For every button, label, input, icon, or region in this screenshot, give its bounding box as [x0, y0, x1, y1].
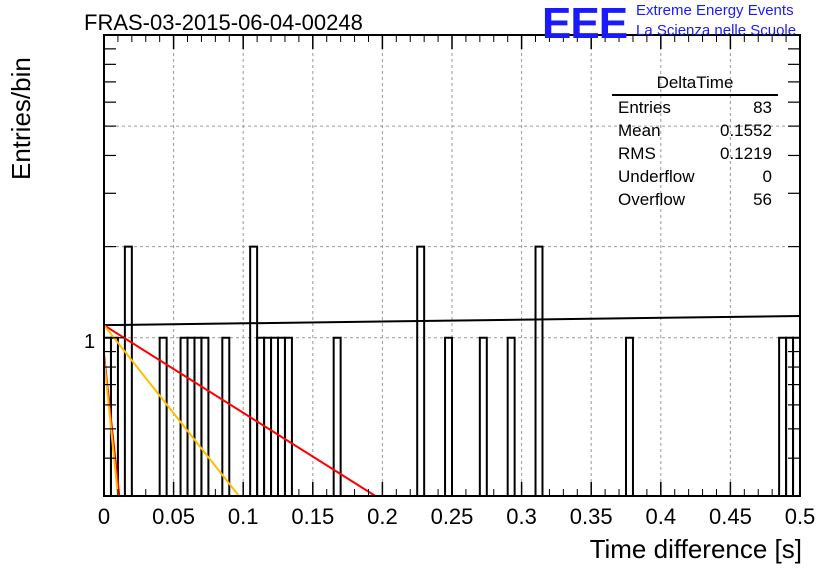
logo-line-2: La Scienza nelle Scuole: [636, 22, 797, 39]
histogram-bar: [792, 336, 801, 496]
histogram-bar: [625, 336, 634, 496]
x-tick-label: 0.05: [152, 504, 195, 529]
x-tick-label: 0.45: [709, 504, 752, 529]
fit-line: [103, 314, 801, 327]
histogram-bar: [270, 336, 279, 496]
stats-row-entries: Entries 83: [612, 96, 778, 119]
fit-line: [103, 358, 119, 497]
histogram-bar: [221, 336, 231, 496]
logo-line-1: Extreme Energy Events: [636, 2, 794, 19]
histogram-bar: [283, 336, 293, 496]
histogram-bar: [534, 245, 544, 496]
x-axis-label: Time difference [s]: [589, 534, 802, 564]
chart-title: FRAS-03-2015-06-04-00248: [84, 10, 363, 35]
eee-logo-mark: EEE: [542, 0, 628, 48]
x-tick-label: 0.2: [367, 504, 398, 529]
x-tick-label: 0: [98, 504, 110, 529]
stats-label: Entries: [618, 98, 671, 117]
x-tick-label: 0.5: [785, 504, 816, 529]
fit-line: [103, 324, 376, 497]
fit-line: [103, 324, 240, 497]
x-tick-label: 0.15: [291, 504, 334, 529]
histogram-bar: [193, 336, 203, 496]
x-tick-label: 0.25: [431, 504, 474, 529]
stats-value: 56: [753, 190, 772, 209]
y-axis-label: Entries/bin: [6, 57, 36, 180]
axes: [103, 34, 801, 497]
histogram-bar: [256, 336, 266, 496]
histogram-bar: [478, 336, 488, 496]
stats-row-mean: Mean 0.1552: [612, 119, 778, 142]
x-tick-label: 0.3: [506, 504, 537, 529]
x-tick-label: 0.4: [646, 504, 677, 529]
histogram-bar: [444, 336, 453, 496]
histogram-bar: [785, 336, 795, 496]
histogram-bar: [179, 336, 189, 496]
stats-row-overflow: Overflow 56: [612, 188, 778, 211]
stats-title: DeltaTime: [612, 72, 778, 96]
histogram-bar: [158, 336, 168, 496]
stats-value: 0.1552: [720, 121, 772, 140]
histogram-bar: [506, 336, 516, 496]
stats-value: 83: [753, 98, 772, 117]
histogram-bar: [186, 336, 196, 496]
histogram-bars: [103, 245, 801, 496]
x-tick-label: 0.1: [228, 504, 259, 529]
stats-label: Underflow: [618, 167, 695, 186]
stats-value: 0: [762, 167, 772, 186]
fit-lines: [103, 314, 801, 497]
histogram-bar: [332, 336, 342, 496]
y-tick-label-1: 1: [84, 331, 96, 353]
stats-value: 0.1219: [720, 144, 772, 163]
x-tick-labels: 0 0.05 0.1 0.15 0.2 0.25 0.3 0.35 0.4 0.45 0.5: [98, 504, 815, 529]
stats-label: Overflow: [618, 190, 686, 209]
x-tick-label: 0.35: [570, 504, 613, 529]
histogram-bar: [277, 336, 286, 496]
histogram-bar: [778, 336, 788, 496]
stats-label: Mean: [618, 121, 661, 140]
histogram-bar: [263, 336, 273, 496]
stats-row-underflow: Underflow 0: [612, 165, 778, 188]
stats-row-rms: RMS 0.1219: [612, 142, 778, 165]
stats-label: RMS: [618, 144, 656, 163]
histogram-bar: [123, 245, 133, 496]
histogram-bar: [249, 245, 259, 496]
histogram-bar: [200, 336, 210, 496]
stats-box: DeltaTime Entries 83 Mean 0.1552 RMS 0.1219…: [612, 72, 778, 211]
histogram-bar: [416, 245, 426, 496]
